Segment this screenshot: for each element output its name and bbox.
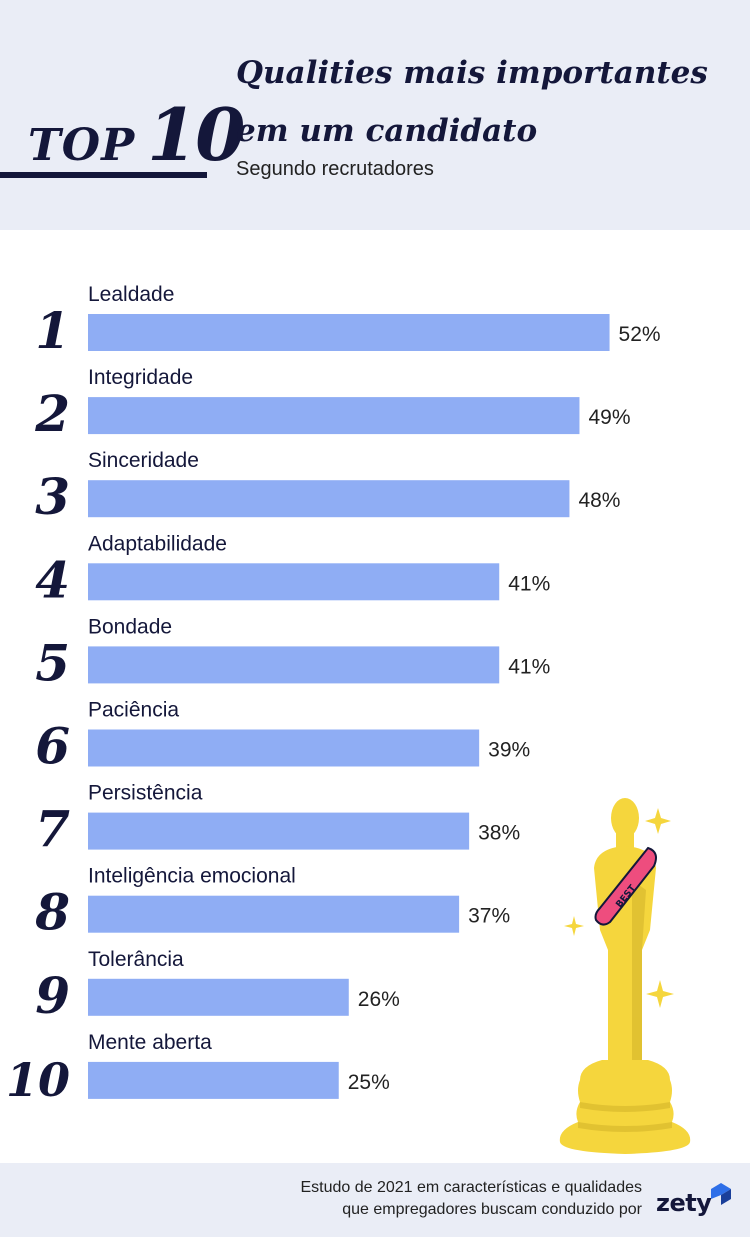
value-label: 26% <box>358 988 400 1011</box>
rank-number: 4 <box>35 550 70 609</box>
bar <box>88 646 500 684</box>
rank-number: 8 <box>34 883 70 942</box>
trophy-shading <box>578 880 672 1132</box>
value-label: 41% <box>508 572 550 595</box>
bar-row: 10 Mente aberta 25% <box>6 1031 390 1107</box>
bar <box>88 480 570 518</box>
rank-number: 2 <box>34 384 70 443</box>
bar <box>88 978 349 1016</box>
footer: Estudo de 2021 em características e qual… <box>0 1163 750 1237</box>
bar-row: 7 Persistência 38% <box>35 782 520 859</box>
value-label: 37% <box>468 905 510 928</box>
bar-row: 1 Lealdade 52% <box>35 283 660 360</box>
rank-number: 3 <box>35 467 70 526</box>
value-label: 52% <box>619 323 661 346</box>
bar <box>88 563 500 601</box>
category-label: Inteligência emocional <box>88 865 296 888</box>
category-label: Lealdade <box>88 283 174 306</box>
value-label: 48% <box>578 489 620 512</box>
bar <box>88 314 610 351</box>
sparkle-icon <box>564 808 674 1008</box>
rank-number: 6 <box>35 717 70 776</box>
rank-number: 7 <box>35 800 70 859</box>
footer-line-2: que empregadores buscam conduzido por <box>342 1201 642 1218</box>
bar-row: 2 Integridade 49% <box>34 366 630 443</box>
top-underline <box>0 172 207 178</box>
bar-chart: 1 Lealdade 52% 2 Integridade 49% 3 Sinceridade 4… <box>6 283 661 1107</box>
zety-logo-icon <box>711 1183 731 1205</box>
category-label: Persistência <box>88 782 203 805</box>
value-label: 49% <box>588 406 630 429</box>
best-sash: BEST <box>594 846 657 926</box>
zety-logo: zety <box>656 1189 712 1217</box>
bar <box>88 1061 339 1099</box>
top-badge: TOP 10 <box>28 92 245 177</box>
footer-source: Estudo de 2021 em características e qual… <box>300 1177 642 1221</box>
header-banner: TOP 10 Qualities mais importantes em um … <box>0 0 750 230</box>
bar <box>88 812 470 850</box>
value-label: 38% <box>478 822 520 845</box>
title-line-2: em um candidato <box>236 113 538 149</box>
trophy-figure <box>559 798 691 1154</box>
rank-number: 9 <box>35 966 70 1025</box>
category-label: Paciência <box>88 699 179 722</box>
bar-row: 6 Paciência 39% <box>35 699 530 776</box>
top-word: TOP <box>28 120 136 171</box>
bar <box>88 895 460 933</box>
value-label: 41% <box>508 655 550 678</box>
category-label: Bondade <box>88 615 172 638</box>
bar-row: 4 Adaptabilidade 41% <box>35 532 550 609</box>
page-subtitle: Segundo recrutadores <box>236 158 434 180</box>
bar-row: 3 Sinceridade 48% <box>35 449 620 526</box>
value-label: 39% <box>488 739 530 762</box>
footer-line-1: Estudo de 2021 em características e qual… <box>300 1179 642 1196</box>
value-label: 25% <box>348 1071 390 1094</box>
page-title: Qualities mais importantes em um candida… <box>236 44 736 160</box>
category-label: Sinceridade <box>88 449 199 472</box>
bar-row: 8 Inteligência emocional 37% <box>34 865 510 942</box>
category-label: Integridade <box>88 366 193 389</box>
bar <box>88 729 480 767</box>
bar-row: 5 Bondade 41% <box>35 615 550 692</box>
rank-number: 5 <box>35 633 70 692</box>
category-label: Mente aberta <box>88 1031 212 1054</box>
category-label: Tolerância <box>88 948 184 971</box>
top-number: 10 <box>147 92 245 177</box>
rank-number: 10 <box>6 1053 70 1107</box>
category-label: Adaptabilidade <box>88 532 227 555</box>
trophy-illustration: BEST <box>559 798 691 1154</box>
bar <box>88 397 580 435</box>
title-line-1: Qualities mais importantes <box>236 55 708 91</box>
bar-row: 9 Tolerância 26% <box>35 948 400 1025</box>
rank-number: 1 <box>35 301 70 360</box>
